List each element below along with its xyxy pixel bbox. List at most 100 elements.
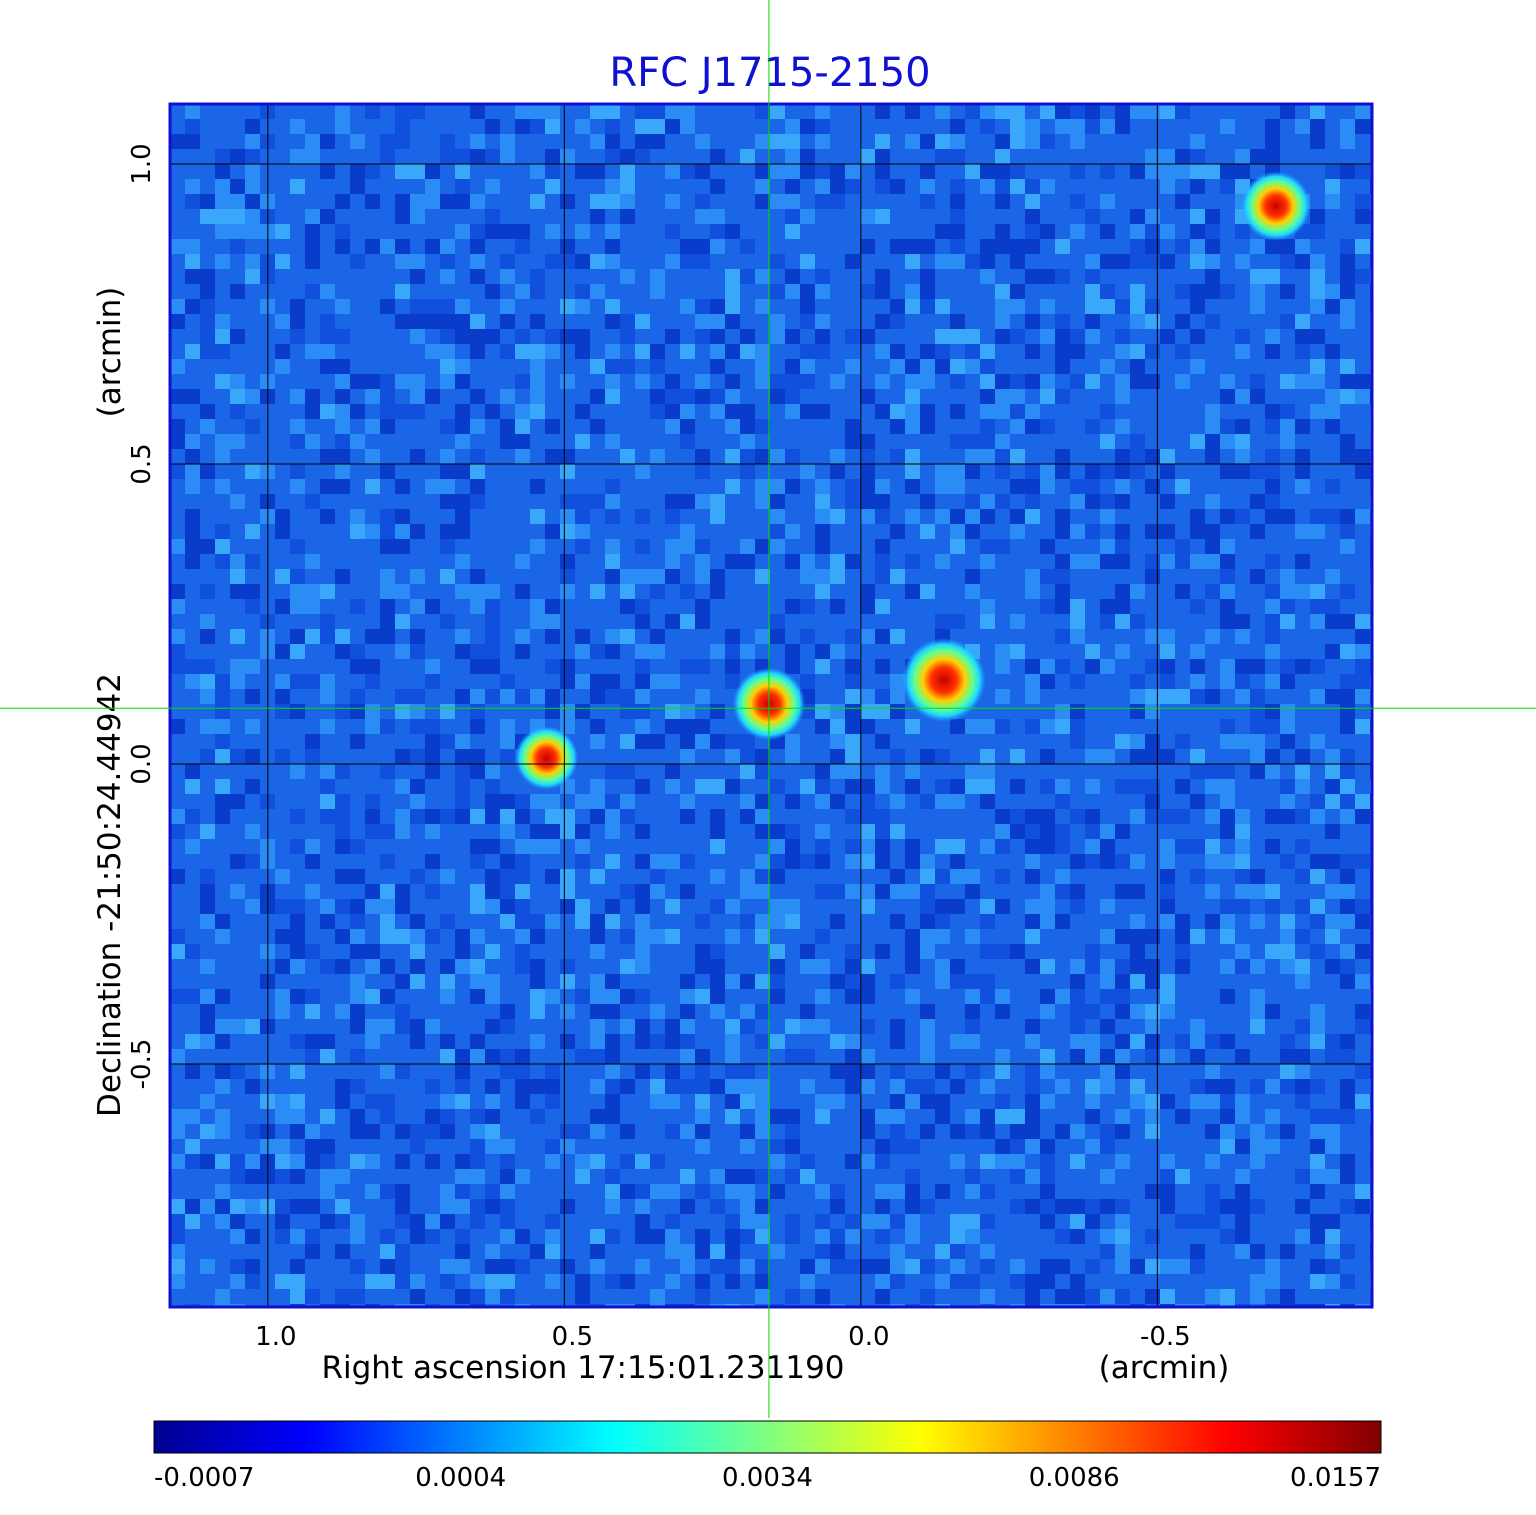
noise-pixel xyxy=(905,1079,920,1094)
noise-pixel xyxy=(485,779,500,794)
noise-pixel xyxy=(1085,1094,1100,1109)
noise-pixel xyxy=(560,494,575,509)
noise-pixel xyxy=(1280,659,1295,674)
noise-pixel xyxy=(980,1214,995,1229)
noise-pixel xyxy=(350,404,365,419)
noise-pixel xyxy=(470,1274,485,1289)
noise-pixel xyxy=(755,1109,770,1124)
noise-pixel xyxy=(1250,884,1265,899)
noise-pixel xyxy=(1010,1199,1025,1214)
noise-pixel xyxy=(500,1154,515,1169)
noise-pixel xyxy=(695,1229,710,1244)
noise-pixel xyxy=(230,404,245,419)
noise-pixel xyxy=(995,1139,1010,1154)
noise-pixel xyxy=(425,194,440,209)
noise-pixel xyxy=(860,584,875,599)
noise-pixel xyxy=(410,104,425,119)
noise-pixel xyxy=(890,1184,905,1199)
noise-pixel xyxy=(740,1229,755,1244)
noise-pixel xyxy=(1115,1004,1130,1019)
noise-pixel xyxy=(1055,569,1070,584)
noise-pixel xyxy=(1280,944,1295,959)
noise-pixel xyxy=(380,914,395,929)
y-tick-label: 0.0 xyxy=(127,743,157,784)
noise-pixel xyxy=(380,524,395,539)
noise-pixel xyxy=(1190,1019,1205,1034)
noise-pixel xyxy=(965,1004,980,1019)
noise-pixel xyxy=(530,614,545,629)
noise-pixel xyxy=(455,1289,470,1304)
noise-pixel xyxy=(305,224,320,239)
noise-pixel xyxy=(905,1214,920,1229)
noise-pixel xyxy=(1175,479,1190,494)
noise-pixel xyxy=(455,434,470,449)
noise-pixel xyxy=(1295,419,1310,434)
noise-pixel xyxy=(1070,1004,1085,1019)
noise-pixel xyxy=(605,359,620,374)
noise-pixel xyxy=(290,914,305,929)
noise-pixel xyxy=(1310,689,1325,704)
noise-pixel xyxy=(680,1079,695,1094)
noise-pixel xyxy=(1280,854,1295,869)
noise-pixel xyxy=(1205,419,1220,434)
noise-pixel xyxy=(320,674,335,689)
noise-pixel xyxy=(590,1154,605,1169)
noise-pixel xyxy=(590,689,605,704)
noise-pixel xyxy=(305,1004,320,1019)
noise-pixel xyxy=(755,914,770,929)
noise-pixel xyxy=(1070,974,1085,989)
noise-pixel xyxy=(935,929,950,944)
noise-pixel xyxy=(905,509,920,524)
noise-pixel xyxy=(710,824,725,839)
noise-pixel xyxy=(845,959,860,974)
noise-pixel xyxy=(545,179,560,194)
noise-pixel xyxy=(485,119,500,134)
noise-pixel xyxy=(275,704,290,719)
noise-pixel xyxy=(740,269,755,284)
noise-pixel xyxy=(380,1229,395,1244)
noise-pixel xyxy=(890,1019,905,1034)
noise-pixel xyxy=(485,869,500,884)
noise-pixel xyxy=(605,1169,620,1184)
noise-pixel xyxy=(1115,449,1130,464)
noise-pixel xyxy=(1220,824,1235,839)
noise-pixel xyxy=(905,1229,920,1244)
noise-pixel xyxy=(455,1259,470,1274)
noise-pixel xyxy=(1205,224,1220,239)
noise-pixel xyxy=(815,719,830,734)
noise-pixel xyxy=(1010,944,1025,959)
noise-pixel xyxy=(770,1109,785,1124)
noise-pixel xyxy=(800,959,815,974)
noise-pixel xyxy=(425,179,440,194)
noise-pixel xyxy=(1310,1139,1325,1154)
noise-pixel xyxy=(515,119,530,134)
noise-pixel xyxy=(500,884,515,899)
noise-pixel xyxy=(185,554,200,569)
noise-pixel xyxy=(245,524,260,539)
noise-pixel xyxy=(890,974,905,989)
noise-pixel xyxy=(1025,1274,1040,1289)
noise-pixel xyxy=(455,1049,470,1064)
noise-pixel xyxy=(500,389,515,404)
noise-pixel xyxy=(410,1229,425,1244)
noise-pixel xyxy=(530,1004,545,1019)
noise-pixel xyxy=(1205,584,1220,599)
noise-pixel xyxy=(530,104,545,119)
noise-pixel xyxy=(1220,734,1235,749)
noise-pixel xyxy=(830,1094,845,1109)
noise-pixel xyxy=(620,809,635,824)
noise-pixel xyxy=(665,1094,680,1109)
noise-pixel xyxy=(485,1244,500,1259)
noise-pixel xyxy=(215,194,230,209)
noise-pixel xyxy=(650,134,665,149)
noise-pixel xyxy=(470,1139,485,1154)
noise-pixel xyxy=(275,599,290,614)
noise-pixel xyxy=(170,1214,185,1229)
noise-pixel xyxy=(185,254,200,269)
noise-pixel xyxy=(1340,449,1355,464)
noise-pixel xyxy=(860,149,875,164)
noise-pixel xyxy=(905,449,920,464)
noise-pixel xyxy=(845,494,860,509)
noise-pixel xyxy=(185,179,200,194)
noise-pixel xyxy=(1040,1214,1055,1229)
